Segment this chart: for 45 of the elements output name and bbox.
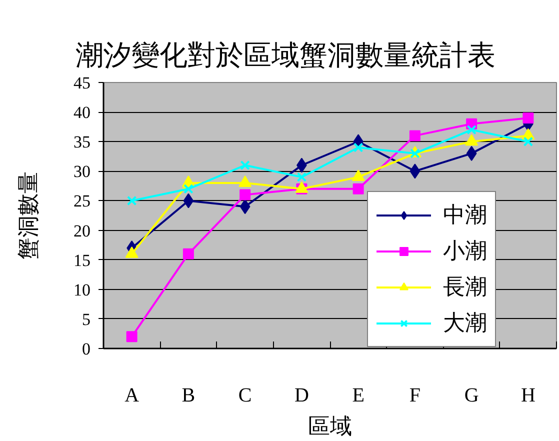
x-tick-label: F — [409, 384, 420, 406]
y-tick-label: 25 — [74, 192, 90, 211]
point — [410, 148, 420, 158]
point — [184, 184, 194, 194]
point — [522, 112, 534, 124]
x-axis-title: 區域 — [308, 414, 352, 438]
x-tick-label: C — [238, 384, 252, 406]
point — [409, 130, 420, 142]
point — [466, 124, 476, 135]
point — [296, 172, 307, 182]
point — [183, 193, 194, 208]
y-tick-label: 30 — [74, 162, 90, 182]
point — [466, 146, 477, 161]
point — [353, 142, 364, 152]
y-tick-label: 40 — [74, 103, 90, 122]
legend-label: 大潮 — [443, 309, 487, 337]
point — [523, 136, 534, 146]
point — [410, 164, 420, 179]
point — [240, 189, 251, 200]
y-tick-label: 45 — [74, 74, 90, 92]
point — [352, 170, 365, 182]
point — [182, 248, 194, 260]
legend-label: 長潮 — [443, 273, 487, 301]
x-tick-label: D — [294, 384, 309, 406]
y-tick-label: 5 — [82, 310, 90, 329]
x-tick-label: G — [464, 384, 479, 406]
y-axis-title: 蟹洞數量 — [16, 172, 40, 260]
chart-title: 潮汐變化對於區域蟹洞數量統計表 — [76, 40, 496, 72]
legend-label: 小潮 — [443, 237, 487, 265]
x-tick-label: E — [352, 384, 364, 406]
y-tick-label: 15 — [74, 250, 90, 270]
y-tick-label: 10 — [74, 280, 90, 300]
x-tick-label: H — [520, 384, 536, 406]
x-tick-label: A — [124, 384, 140, 406]
point — [126, 196, 137, 206]
y-tick-label: 0 — [82, 340, 90, 358]
point — [240, 199, 250, 214]
point — [240, 160, 250, 170]
point — [352, 183, 364, 194]
point — [126, 331, 138, 342]
point — [465, 134, 478, 146]
legend-label: 中潮 — [443, 201, 487, 229]
x-tick-label: B — [182, 384, 196, 406]
y-tick-label: 35 — [74, 132, 90, 152]
y-tick-label: 20 — [74, 221, 90, 240]
